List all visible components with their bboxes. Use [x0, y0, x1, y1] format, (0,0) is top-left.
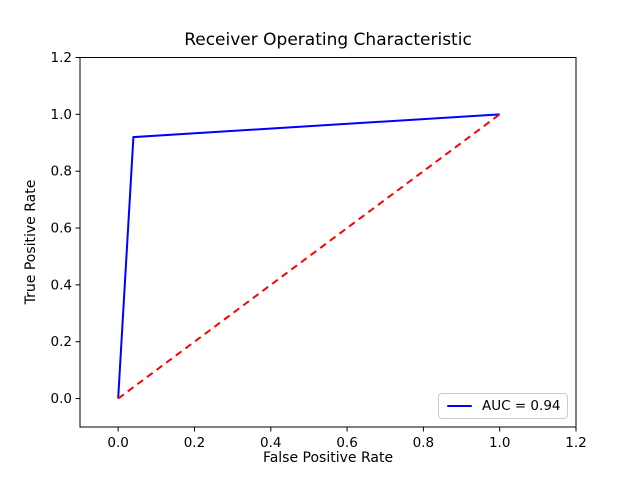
x-tick-label: 0.6 [336, 435, 357, 451]
x-tick-label: 1.2 [565, 435, 586, 451]
y-tick-label: 0.4 [51, 277, 72, 293]
legend-label: AUC = 0.94 [482, 398, 561, 414]
y-axis-ticks: 0.0 0.2 0.4 0.6 0.8 1.0 1.2 [51, 50, 80, 407]
axes-spine-rect [79, 57, 577, 428]
axes-spines [79, 57, 577, 428]
y-tick-label: 0.8 [51, 164, 72, 180]
y-tick-label: 0.0 [51, 391, 72, 407]
chance-diagonal [117, 113, 501, 400]
x-axis-label: False Positive Rate [262, 450, 394, 466]
y-tick-label: 0.2 [51, 334, 72, 350]
y-tick-label: 1.2 [51, 50, 72, 66]
legend-line-sample [447, 405, 472, 407]
data-series [117, 113, 501, 400]
y-tick-label: 1.0 [51, 107, 72, 123]
x-tick-label: 1.0 [489, 435, 510, 451]
chart-title: Receiver Operating Characteristic [184, 30, 472, 50]
x-axis-ticks: 0.0 0.2 0.4 0.6 0.8 1.0 1.2 [107, 427, 587, 451]
roc-curve [117, 113, 500, 399]
x-tick-label: 0.2 [184, 435, 205, 451]
y-tick-label: 0.6 [51, 221, 72, 237]
x-tick-label: 0.8 [413, 435, 434, 451]
x-tick-label: 0.0 [107, 435, 128, 451]
y-axis-label: True Positive Rate [23, 179, 39, 305]
x-tick-label: 0.4 [260, 435, 281, 451]
legend: AUC = 0.94 [438, 393, 568, 419]
